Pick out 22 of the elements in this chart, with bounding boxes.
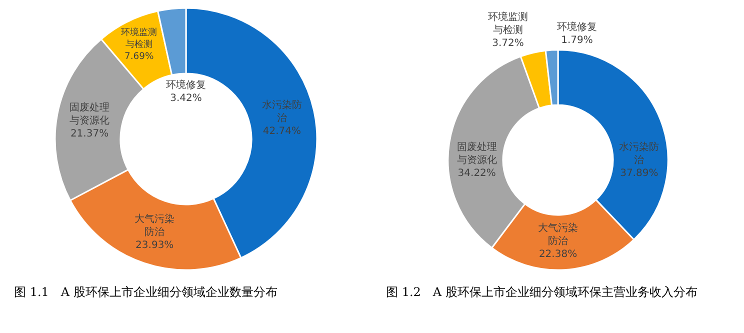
data-label: 7.69% bbox=[124, 51, 154, 62]
slice-label: 环境监测与检测 bbox=[121, 27, 158, 50]
text: 图 1.2 A 股环保上市企业细分领域环保主营业务收入分布 bbox=[385, 284, 698, 300]
slice-label: 水污染防治 bbox=[619, 140, 660, 166]
slice-label: 固废处理与资源化 bbox=[70, 101, 110, 126]
slice-label: 大气污染防治 bbox=[134, 213, 175, 238]
slice-label: 水污染防治 bbox=[262, 98, 302, 124]
slice-label: 环境修复 bbox=[166, 79, 206, 91]
slice-label: 固废处理与资源化 bbox=[456, 140, 497, 166]
data-label: 37.89% bbox=[620, 168, 658, 179]
data-label: 23.93% bbox=[136, 240, 174, 252]
data-label: 1.79% bbox=[561, 35, 593, 46]
text: 图 1.1 A 股环保上市企业细分领域企业数量分布 bbox=[13, 284, 278, 300]
data-label: 42.74% bbox=[262, 126, 302, 137]
slice-label: 环境修复 bbox=[557, 21, 597, 33]
data-label: 22.38% bbox=[538, 248, 578, 260]
data-label: 3.42% bbox=[170, 93, 202, 104]
data-label: 3.72% bbox=[492, 38, 524, 49]
data-label: 21.37% bbox=[70, 128, 109, 140]
slice-label: 环境监测与检测 bbox=[488, 11, 528, 36]
slice-label: 大气污染防治 bbox=[538, 222, 578, 247]
data-label: 34.22% bbox=[458, 168, 496, 179]
